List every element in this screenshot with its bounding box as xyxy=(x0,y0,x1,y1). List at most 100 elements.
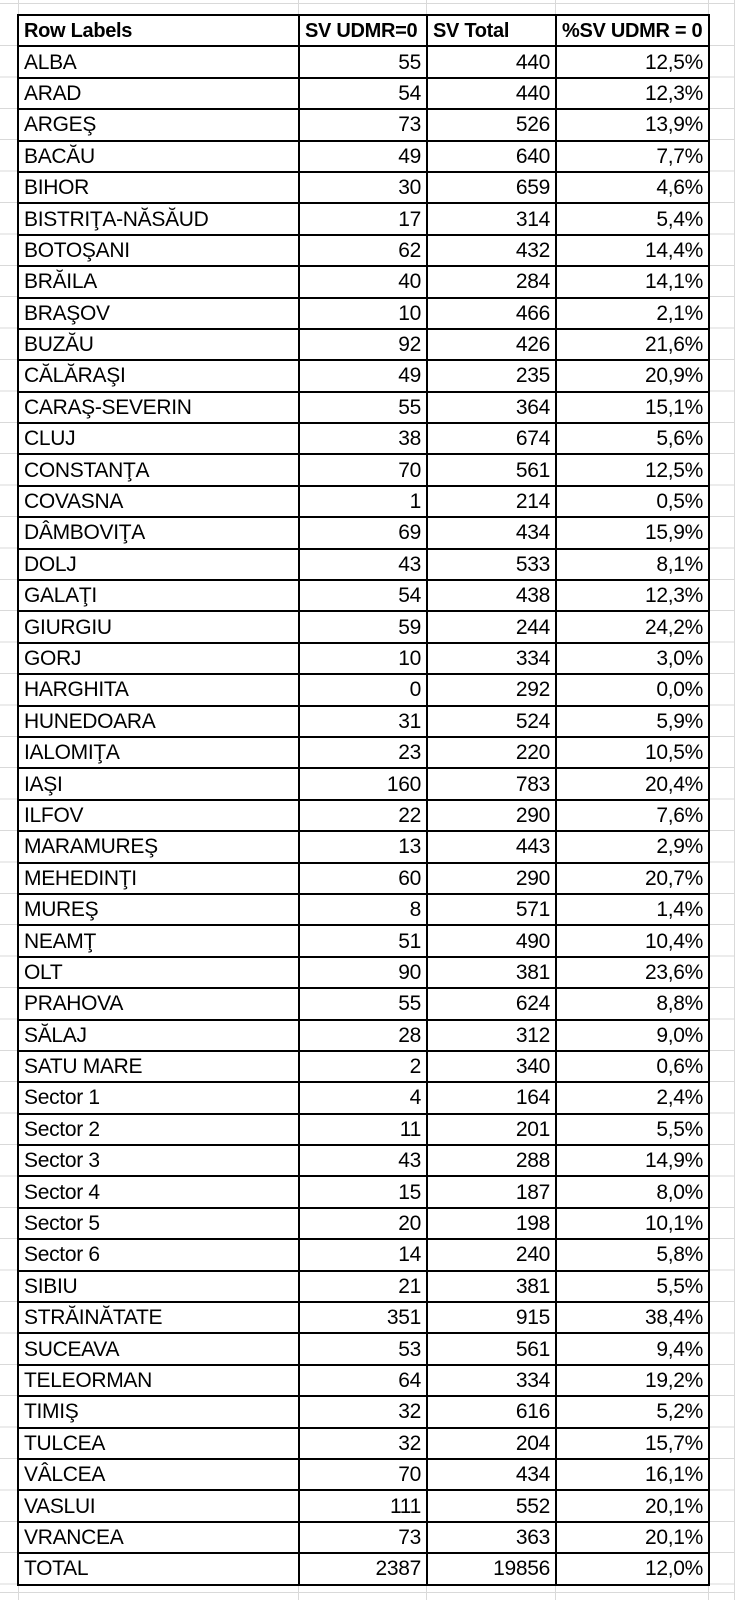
sv-udmr0-cell[interactable]: 10 xyxy=(298,641,428,676)
pct-cell[interactable]: 5,2% xyxy=(555,1395,710,1429)
sv-udmr0-cell[interactable]: 2387 xyxy=(298,1552,428,1586)
sv-udmr0-cell[interactable]: 40 xyxy=(298,265,428,299)
row-label-cell[interactable]: STRĂINĂTATE xyxy=(17,1301,300,1335)
sv-total-cell[interactable]: 915 xyxy=(426,1301,557,1335)
row-label-cell[interactable]: ARAD xyxy=(17,76,300,111)
sv-total-cell[interactable]: 659 xyxy=(426,170,557,205)
row-label-cell[interactable]: BACĂU xyxy=(17,139,300,173)
sv-total-cell[interactable]: 524 xyxy=(426,704,557,738)
sv-udmr0-cell[interactable]: 4 xyxy=(298,1081,428,1115)
row-label-cell[interactable]: ARGEŞ xyxy=(17,108,300,142)
row-label-cell[interactable]: HARGHITA xyxy=(17,673,300,707)
row-label-cell[interactable]: BUZĂU xyxy=(17,327,300,362)
pct-cell[interactable]: 19,2% xyxy=(555,1363,710,1398)
row-label-cell[interactable]: VRANCEA xyxy=(17,1520,300,1555)
sv-total-cell[interactable]: 443 xyxy=(426,830,557,864)
row-label-cell[interactable]: CĂLĂRAŞI xyxy=(17,359,300,393)
sv-udmr0-cell[interactable]: 11 xyxy=(298,1112,428,1147)
sv-udmr0-cell[interactable]: 15 xyxy=(298,1175,428,1209)
sv-udmr0-cell[interactable]: 21 xyxy=(298,1269,428,1304)
sv-total-cell[interactable]: 616 xyxy=(426,1395,557,1429)
sv-udmr0-cell[interactable]: 43 xyxy=(298,547,428,582)
sv-udmr0-cell[interactable]: 54 xyxy=(298,579,428,613)
sv-total-cell[interactable]: 432 xyxy=(426,233,557,268)
sv-total-cell[interactable]: 314 xyxy=(426,202,557,236)
sv-total-cell[interactable]: 440 xyxy=(426,45,557,79)
sv-total-cell[interactable]: 334 xyxy=(426,1363,557,1398)
row-label-cell[interactable]: BIHOR xyxy=(17,170,300,205)
row-label-cell[interactable]: TOTAL xyxy=(17,1552,300,1586)
sv-udmr0-cell[interactable]: 32 xyxy=(298,1426,428,1460)
pct-cell[interactable]: 20,9% xyxy=(555,359,710,393)
sv-total-cell[interactable]: 284 xyxy=(426,265,557,299)
pct-cell[interactable]: 13,9% xyxy=(555,108,710,142)
sv-udmr0-cell[interactable]: 64 xyxy=(298,1363,428,1398)
pct-cell[interactable]: 20,4% xyxy=(555,767,710,801)
sv-total-cell[interactable]: 292 xyxy=(426,673,557,707)
pct-cell[interactable]: 8,8% xyxy=(555,987,710,1021)
row-label-cell[interactable]: BISTRIŢA-NĂSĂUD xyxy=(17,202,300,236)
row-label-cell[interactable]: ILFOV xyxy=(17,798,300,833)
row-label-cell[interactable]: Sector 1 xyxy=(17,1081,300,1115)
sv-udmr0-cell[interactable]: 54 xyxy=(298,76,428,111)
row-label-cell[interactable]: TELEORMAN xyxy=(17,1363,300,1398)
sv-total-cell[interactable]: 434 xyxy=(426,1457,557,1492)
pct-cell[interactable]: 10,1% xyxy=(555,1206,710,1241)
row-label-cell[interactable]: OLT xyxy=(17,955,300,990)
sv-udmr0-cell[interactable]: 31 xyxy=(298,704,428,738)
row-label-cell[interactable]: BRAŞOV xyxy=(17,296,300,330)
pct-cell[interactable]: 20,1% xyxy=(555,1520,710,1555)
pct-cell[interactable]: 16,1% xyxy=(555,1457,710,1492)
row-label-cell[interactable]: MARAMUREŞ xyxy=(17,830,300,864)
column-header-row-labels[interactable]: Row Labels xyxy=(17,13,300,48)
sv-udmr0-cell[interactable]: 90 xyxy=(298,955,428,990)
pct-cell[interactable]: 12,3% xyxy=(555,76,710,111)
row-label-cell[interactable]: Sector 4 xyxy=(17,1175,300,1209)
sv-udmr0-cell[interactable]: 160 xyxy=(298,767,428,801)
sv-total-cell[interactable]: 204 xyxy=(426,1426,557,1460)
pct-cell[interactable]: 12,3% xyxy=(555,579,710,613)
pct-cell[interactable]: 7,7% xyxy=(555,139,710,173)
row-label-cell[interactable]: GORJ xyxy=(17,641,300,676)
row-label-cell[interactable]: GIURGIU xyxy=(17,610,300,644)
sv-total-cell[interactable]: 624 xyxy=(426,987,557,1021)
pct-cell[interactable]: 2,9% xyxy=(555,830,710,864)
sv-udmr0-cell[interactable]: 2 xyxy=(298,1049,428,1084)
sv-udmr0-cell[interactable]: 28 xyxy=(298,1018,428,1052)
sv-udmr0-cell[interactable]: 14 xyxy=(298,1238,428,1272)
row-label-cell[interactable]: NEAMŢ xyxy=(17,924,300,958)
sv-udmr0-cell[interactable]: 43 xyxy=(298,1144,428,1178)
sv-total-cell[interactable]: 571 xyxy=(426,892,557,927)
row-label-cell[interactable]: HUNEDOARA xyxy=(17,704,300,738)
sv-total-cell[interactable]: 164 xyxy=(426,1081,557,1115)
sv-udmr0-cell[interactable]: 32 xyxy=(298,1395,428,1429)
sv-udmr0-cell[interactable]: 60 xyxy=(298,861,428,895)
sv-udmr0-cell[interactable]: 51 xyxy=(298,924,428,958)
sv-udmr0-cell[interactable]: 69 xyxy=(298,516,428,550)
pct-cell[interactable]: 5,4% xyxy=(555,202,710,236)
sv-total-cell[interactable]: 526 xyxy=(426,108,557,142)
row-label-cell[interactable]: DOLJ xyxy=(17,547,300,582)
pct-cell[interactable]: 14,1% xyxy=(555,265,710,299)
row-label-cell[interactable]: CONSTANŢA xyxy=(17,453,300,487)
sv-udmr0-cell[interactable]: 59 xyxy=(298,610,428,644)
pct-cell[interactable]: 14,4% xyxy=(555,233,710,268)
column-header-pct-sv-udmr0[interactable]: %SV UDMR = 0 xyxy=(555,13,710,48)
sv-udmr0-cell[interactable]: 55 xyxy=(298,987,428,1021)
sv-udmr0-cell[interactable]: 17 xyxy=(298,202,428,236)
sv-total-cell[interactable]: 201 xyxy=(426,1112,557,1147)
pct-cell[interactable]: 14,9% xyxy=(555,1144,710,1178)
sv-udmr0-cell[interactable]: 73 xyxy=(298,1520,428,1555)
sv-total-cell[interactable]: 244 xyxy=(426,610,557,644)
pct-cell[interactable]: 15,1% xyxy=(555,390,710,425)
sv-total-cell[interactable]: 381 xyxy=(426,1269,557,1304)
pct-cell[interactable]: 9,0% xyxy=(555,1018,710,1052)
sv-udmr0-cell[interactable]: 30 xyxy=(298,170,428,205)
pct-cell[interactable]: 5,5% xyxy=(555,1269,710,1304)
sv-total-cell[interactable]: 783 xyxy=(426,767,557,801)
pct-cell[interactable]: 9,4% xyxy=(555,1332,710,1366)
sv-total-cell[interactable]: 364 xyxy=(426,390,557,425)
row-label-cell[interactable]: Sector 6 xyxy=(17,1238,300,1272)
pct-cell[interactable]: 15,9% xyxy=(555,516,710,550)
sv-total-cell[interactable]: 235 xyxy=(426,359,557,393)
